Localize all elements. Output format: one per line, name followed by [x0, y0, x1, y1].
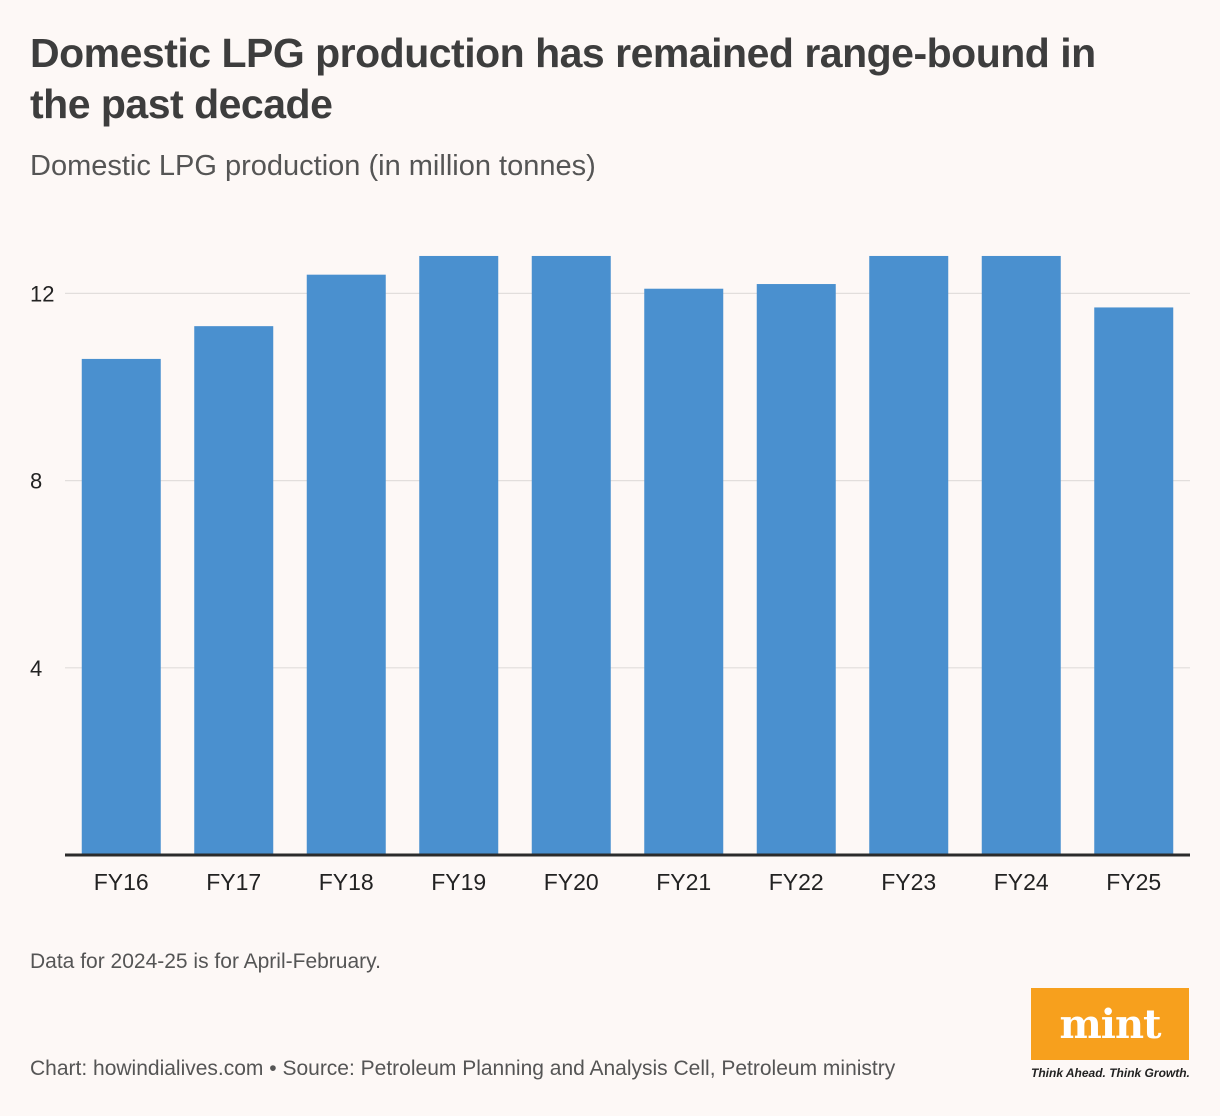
bar-fy19	[419, 255, 499, 856]
chart-title: Domestic LPG production has remained ran…	[30, 30, 1096, 127]
bar-fy23	[869, 255, 949, 856]
bar-fy17	[194, 326, 274, 855]
x-tick-label: FY24	[994, 869, 1049, 895]
x-tick-label: FY21	[656, 869, 711, 895]
bar-fy25	[1094, 307, 1174, 855]
x-tick-label: FY25	[1106, 869, 1161, 895]
bar-fy24	[981, 255, 1061, 856]
bar-chart: 4 8 12 FY16 FY17 FY18 FY19 FY20 FY21 FY22 FY23 FY24…	[30, 255, 1190, 895]
y-tick-label: 4	[30, 656, 42, 681]
logo-tagline: Think Ahead. Think Growth.	[1031, 1066, 1190, 1080]
x-tick-label: FY16	[94, 869, 149, 895]
y-tick-label: 12	[30, 281, 54, 306]
mint-logo: mint	[1031, 988, 1189, 1060]
x-tick-label: FY18	[319, 869, 374, 895]
x-tick-label: FY20	[544, 869, 599, 895]
source-credit: Chart: howindialives.com • Source: Petro…	[30, 1057, 896, 1080]
x-tick-label: FY23	[881, 869, 936, 895]
y-tick-label: 8	[30, 469, 42, 494]
footnote: Data for 2024-25 is for April-February.	[30, 950, 381, 973]
x-tick-label: FY19	[431, 869, 486, 895]
x-tick-label: FY22	[769, 869, 824, 895]
bar-fy16	[81, 358, 161, 855]
bar-fy22	[756, 284, 836, 855]
bar-fy20	[531, 255, 611, 856]
bar-fy18	[306, 274, 386, 855]
chart-subtitle: Domestic LPG production (in million tonn…	[30, 150, 596, 182]
bar-fy21	[644, 288, 724, 856]
x-tick-label: FY17	[206, 869, 261, 895]
